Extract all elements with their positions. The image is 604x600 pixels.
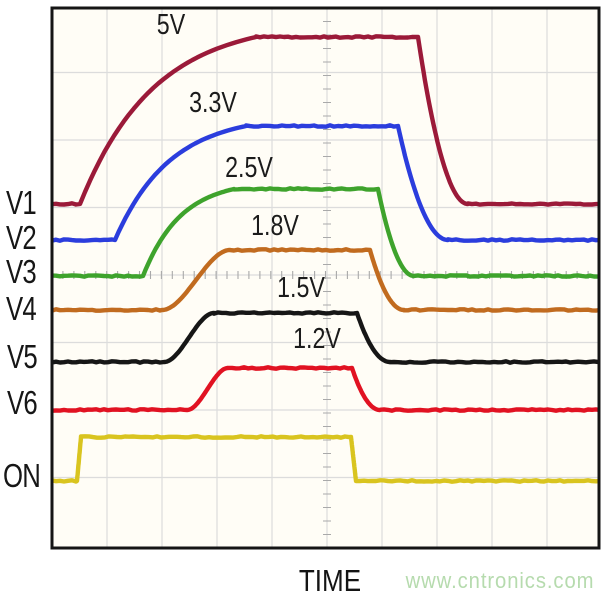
- trace-label-1v8: 1.8V: [251, 210, 299, 242]
- trace-label-1v2: 1.2V: [293, 323, 341, 355]
- x-axis-label: TIME: [298, 563, 362, 598]
- channel-label-v1: V1: [6, 184, 37, 222]
- channel-label-v2: V2: [6, 219, 37, 257]
- channel-label-v3: V3: [6, 253, 37, 291]
- channel-label-on: ON: [3, 457, 41, 495]
- trace-label-1v5: 1.5V: [277, 272, 325, 304]
- channel-label-v4: V4: [6, 290, 37, 328]
- channel-label-v6: V6: [7, 384, 38, 422]
- watermark: www.cntronics.com: [405, 568, 595, 593]
- channel-label-v5: V5: [7, 338, 38, 376]
- trace-label-3v3: 3.3V: [189, 87, 237, 119]
- trace-label-5v: 5V: [156, 9, 186, 41]
- trace-label-2v5: 2.5V: [225, 152, 273, 184]
